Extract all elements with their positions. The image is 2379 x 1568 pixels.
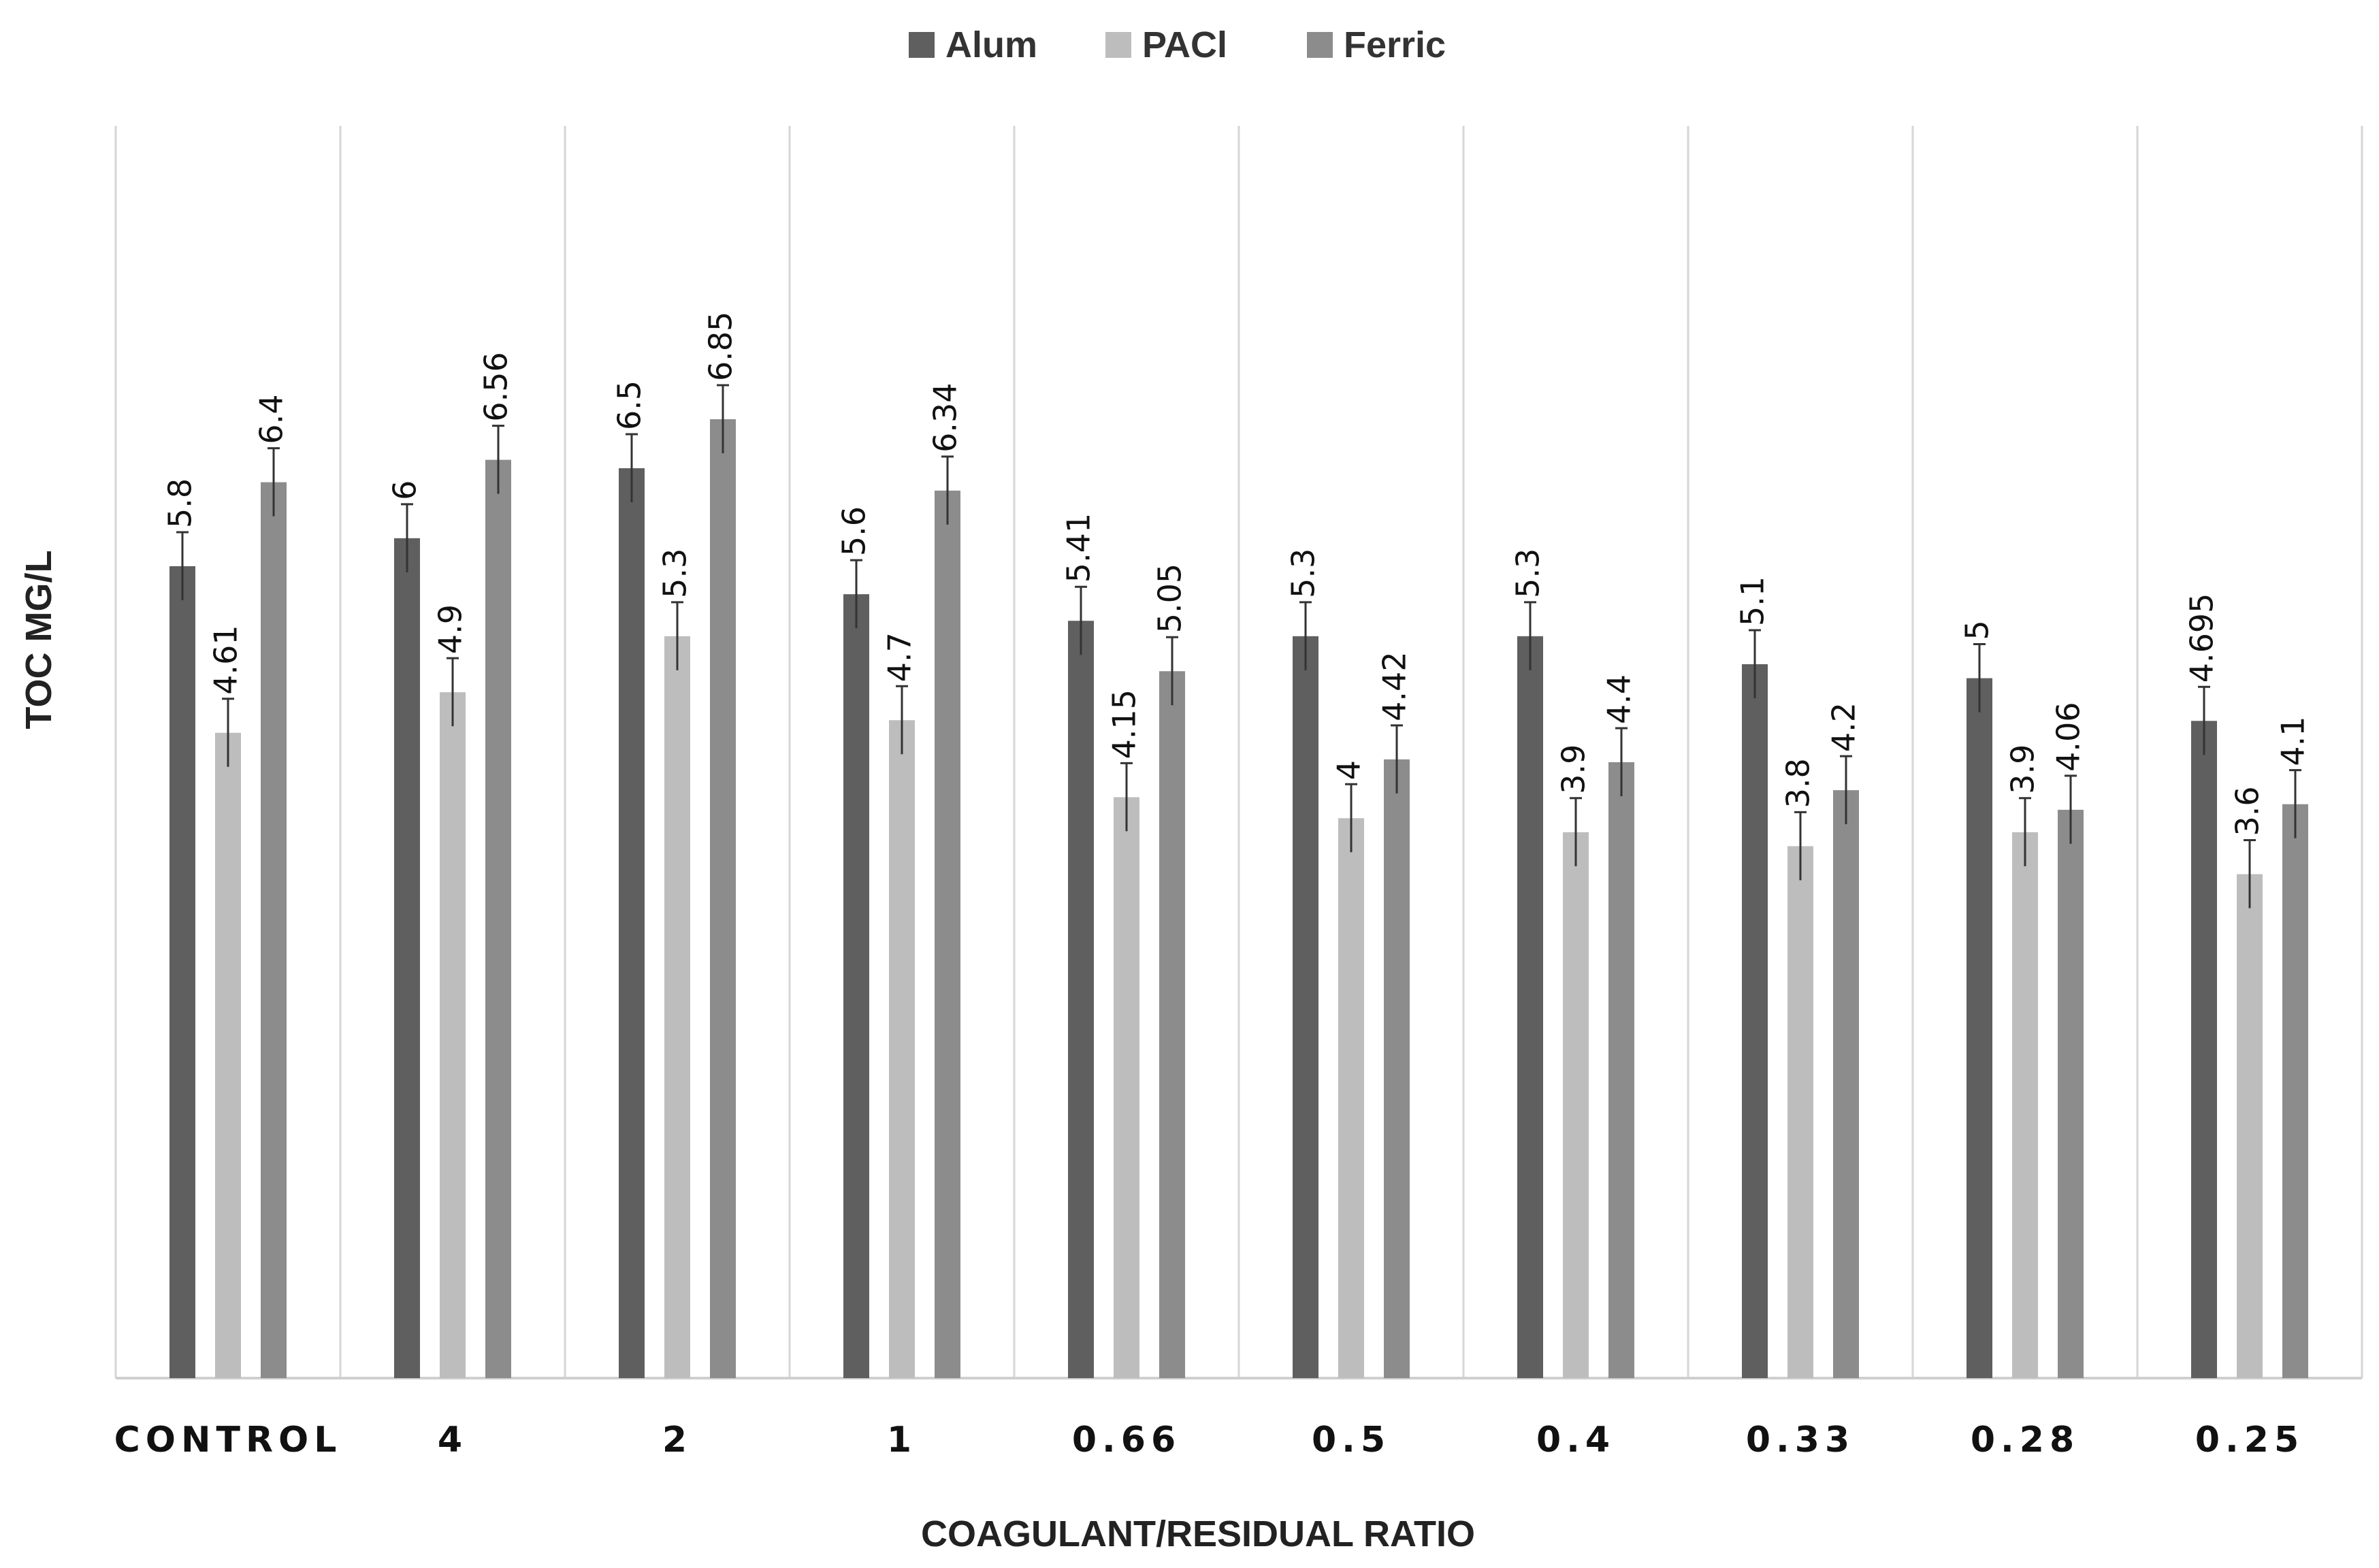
x-tick-label: 0.4 bbox=[1536, 1420, 1615, 1460]
data-label: 5.3 bbox=[1510, 549, 1547, 598]
bar-pacl-1 bbox=[440, 692, 466, 1378]
y-axis-title: TOC MG/L bbox=[18, 551, 59, 730]
data-label: 6 bbox=[387, 480, 423, 500]
data-label: 5.3 bbox=[657, 549, 694, 598]
bar-pacl-0 bbox=[215, 732, 241, 1378]
legend-swatch-alum bbox=[909, 32, 935, 58]
data-label: 4.7 bbox=[881, 632, 918, 682]
data-label: 5.6 bbox=[836, 506, 873, 556]
data-label: 4.695 bbox=[2184, 593, 2220, 683]
legend-label-ferric: Ferric bbox=[1344, 24, 1446, 65]
bar-ferric-4 bbox=[1159, 671, 1185, 1378]
data-label: 4.06 bbox=[2050, 702, 2087, 771]
x-tick-label: CONTROL bbox=[114, 1420, 342, 1460]
bar-ferric-3 bbox=[935, 490, 960, 1379]
data-label: 5 bbox=[1959, 620, 1996, 640]
data-label: 6.56 bbox=[478, 352, 515, 421]
bar-ferric-7 bbox=[1833, 790, 1859, 1378]
bar-alum-2 bbox=[619, 468, 645, 1378]
bar-pacl-5 bbox=[1338, 818, 1364, 1378]
bar-alum-1 bbox=[394, 538, 420, 1379]
x-tick-label: 0.66 bbox=[1072, 1420, 1181, 1460]
data-label: 6.5 bbox=[611, 380, 648, 430]
bar-ferric-8 bbox=[2058, 809, 2084, 1378]
data-label: 6.34 bbox=[927, 382, 964, 452]
legend-swatch-ferric bbox=[1307, 32, 1333, 58]
data-label: 3.9 bbox=[2005, 745, 2041, 794]
bar-pacl-4 bbox=[1114, 797, 1139, 1378]
bar-ferric-5 bbox=[1384, 759, 1410, 1378]
bar-ferric-2 bbox=[710, 419, 736, 1378]
x-tick-label: 4 bbox=[438, 1420, 468, 1460]
data-label: 6.4 bbox=[253, 394, 290, 444]
bar-alum-6 bbox=[1517, 636, 1543, 1379]
data-label: 3.8 bbox=[1780, 758, 1817, 808]
bar-ferric-9 bbox=[2282, 804, 2308, 1378]
data-label: 4.1 bbox=[2275, 717, 2312, 766]
data-label: 4.4 bbox=[1601, 674, 1638, 724]
bar-pacl-7 bbox=[1787, 846, 1813, 1378]
data-label: 4.9 bbox=[432, 604, 469, 654]
data-label: 5.41 bbox=[1061, 513, 1097, 583]
x-tick-label: 0.33 bbox=[1746, 1420, 1855, 1460]
bar-alum-4 bbox=[1068, 621, 1094, 1378]
data-label: 3.9 bbox=[1555, 745, 1592, 794]
bar-pacl-2 bbox=[664, 636, 690, 1379]
data-label: 4.42 bbox=[1376, 651, 1413, 721]
bar-pacl-3 bbox=[889, 720, 915, 1378]
data-label: 6.85 bbox=[702, 312, 739, 381]
x-tick-label: 0.28 bbox=[1971, 1420, 2079, 1460]
legend-label-pacl: PACl bbox=[1142, 24, 1227, 65]
data-label: 5.1 bbox=[1734, 576, 1771, 626]
legend-label-alum: Alum bbox=[945, 24, 1037, 65]
bar-alum-9 bbox=[2191, 721, 2217, 1378]
x-tick-label: 0.25 bbox=[2195, 1420, 2304, 1460]
x-tick-label: 1 bbox=[887, 1420, 917, 1460]
bar-pacl-9 bbox=[2237, 874, 2263, 1378]
x-tick-label: 0.5 bbox=[1312, 1420, 1391, 1460]
data-labels: 5.8 4.61 6.4 6 4.9 6.56 6.5 5.3 6.85 5.6 4.7 6.34 5.… bbox=[162, 312, 2312, 836]
bar-ferric-6 bbox=[1608, 762, 1634, 1378]
bar-alum-8 bbox=[1967, 678, 1992, 1378]
bar-alum-3 bbox=[843, 594, 869, 1378]
data-label: 3.6 bbox=[2229, 786, 2266, 836]
data-label: 4.61 bbox=[208, 625, 244, 694]
x-tick-label: 2 bbox=[662, 1420, 692, 1460]
legend-swatch-pacl bbox=[1105, 32, 1131, 58]
data-label: 4 bbox=[1331, 760, 1367, 780]
bars bbox=[169, 384, 2308, 1379]
data-label: 5.8 bbox=[162, 478, 199, 528]
x-axis-title: COAGULANT/RESIDUAL RATIO bbox=[921, 1514, 1475, 1554]
data-label: 5.3 bbox=[1285, 549, 1322, 598]
data-label: 4.15 bbox=[1106, 689, 1143, 759]
legend: Alum PACl Ferric bbox=[909, 24, 1446, 65]
bar-pacl-8 bbox=[2012, 832, 2038, 1378]
data-label: 5.05 bbox=[1152, 564, 1188, 633]
data-label: 4.2 bbox=[1826, 702, 1862, 752]
bar-pacl-6 bbox=[1563, 832, 1589, 1378]
bar-alum-5 bbox=[1293, 636, 1318, 1379]
bar-alum-0 bbox=[169, 566, 195, 1378]
x-tick-labels: CONTROL 4 2 1 0.66 0.5 0.4 0.33 0.28 0.25 bbox=[114, 1420, 2304, 1460]
bar-ferric-0 bbox=[261, 482, 287, 1379]
bar-alum-7 bbox=[1742, 664, 1768, 1378]
bar-ferric-1 bbox=[485, 459, 511, 1378]
